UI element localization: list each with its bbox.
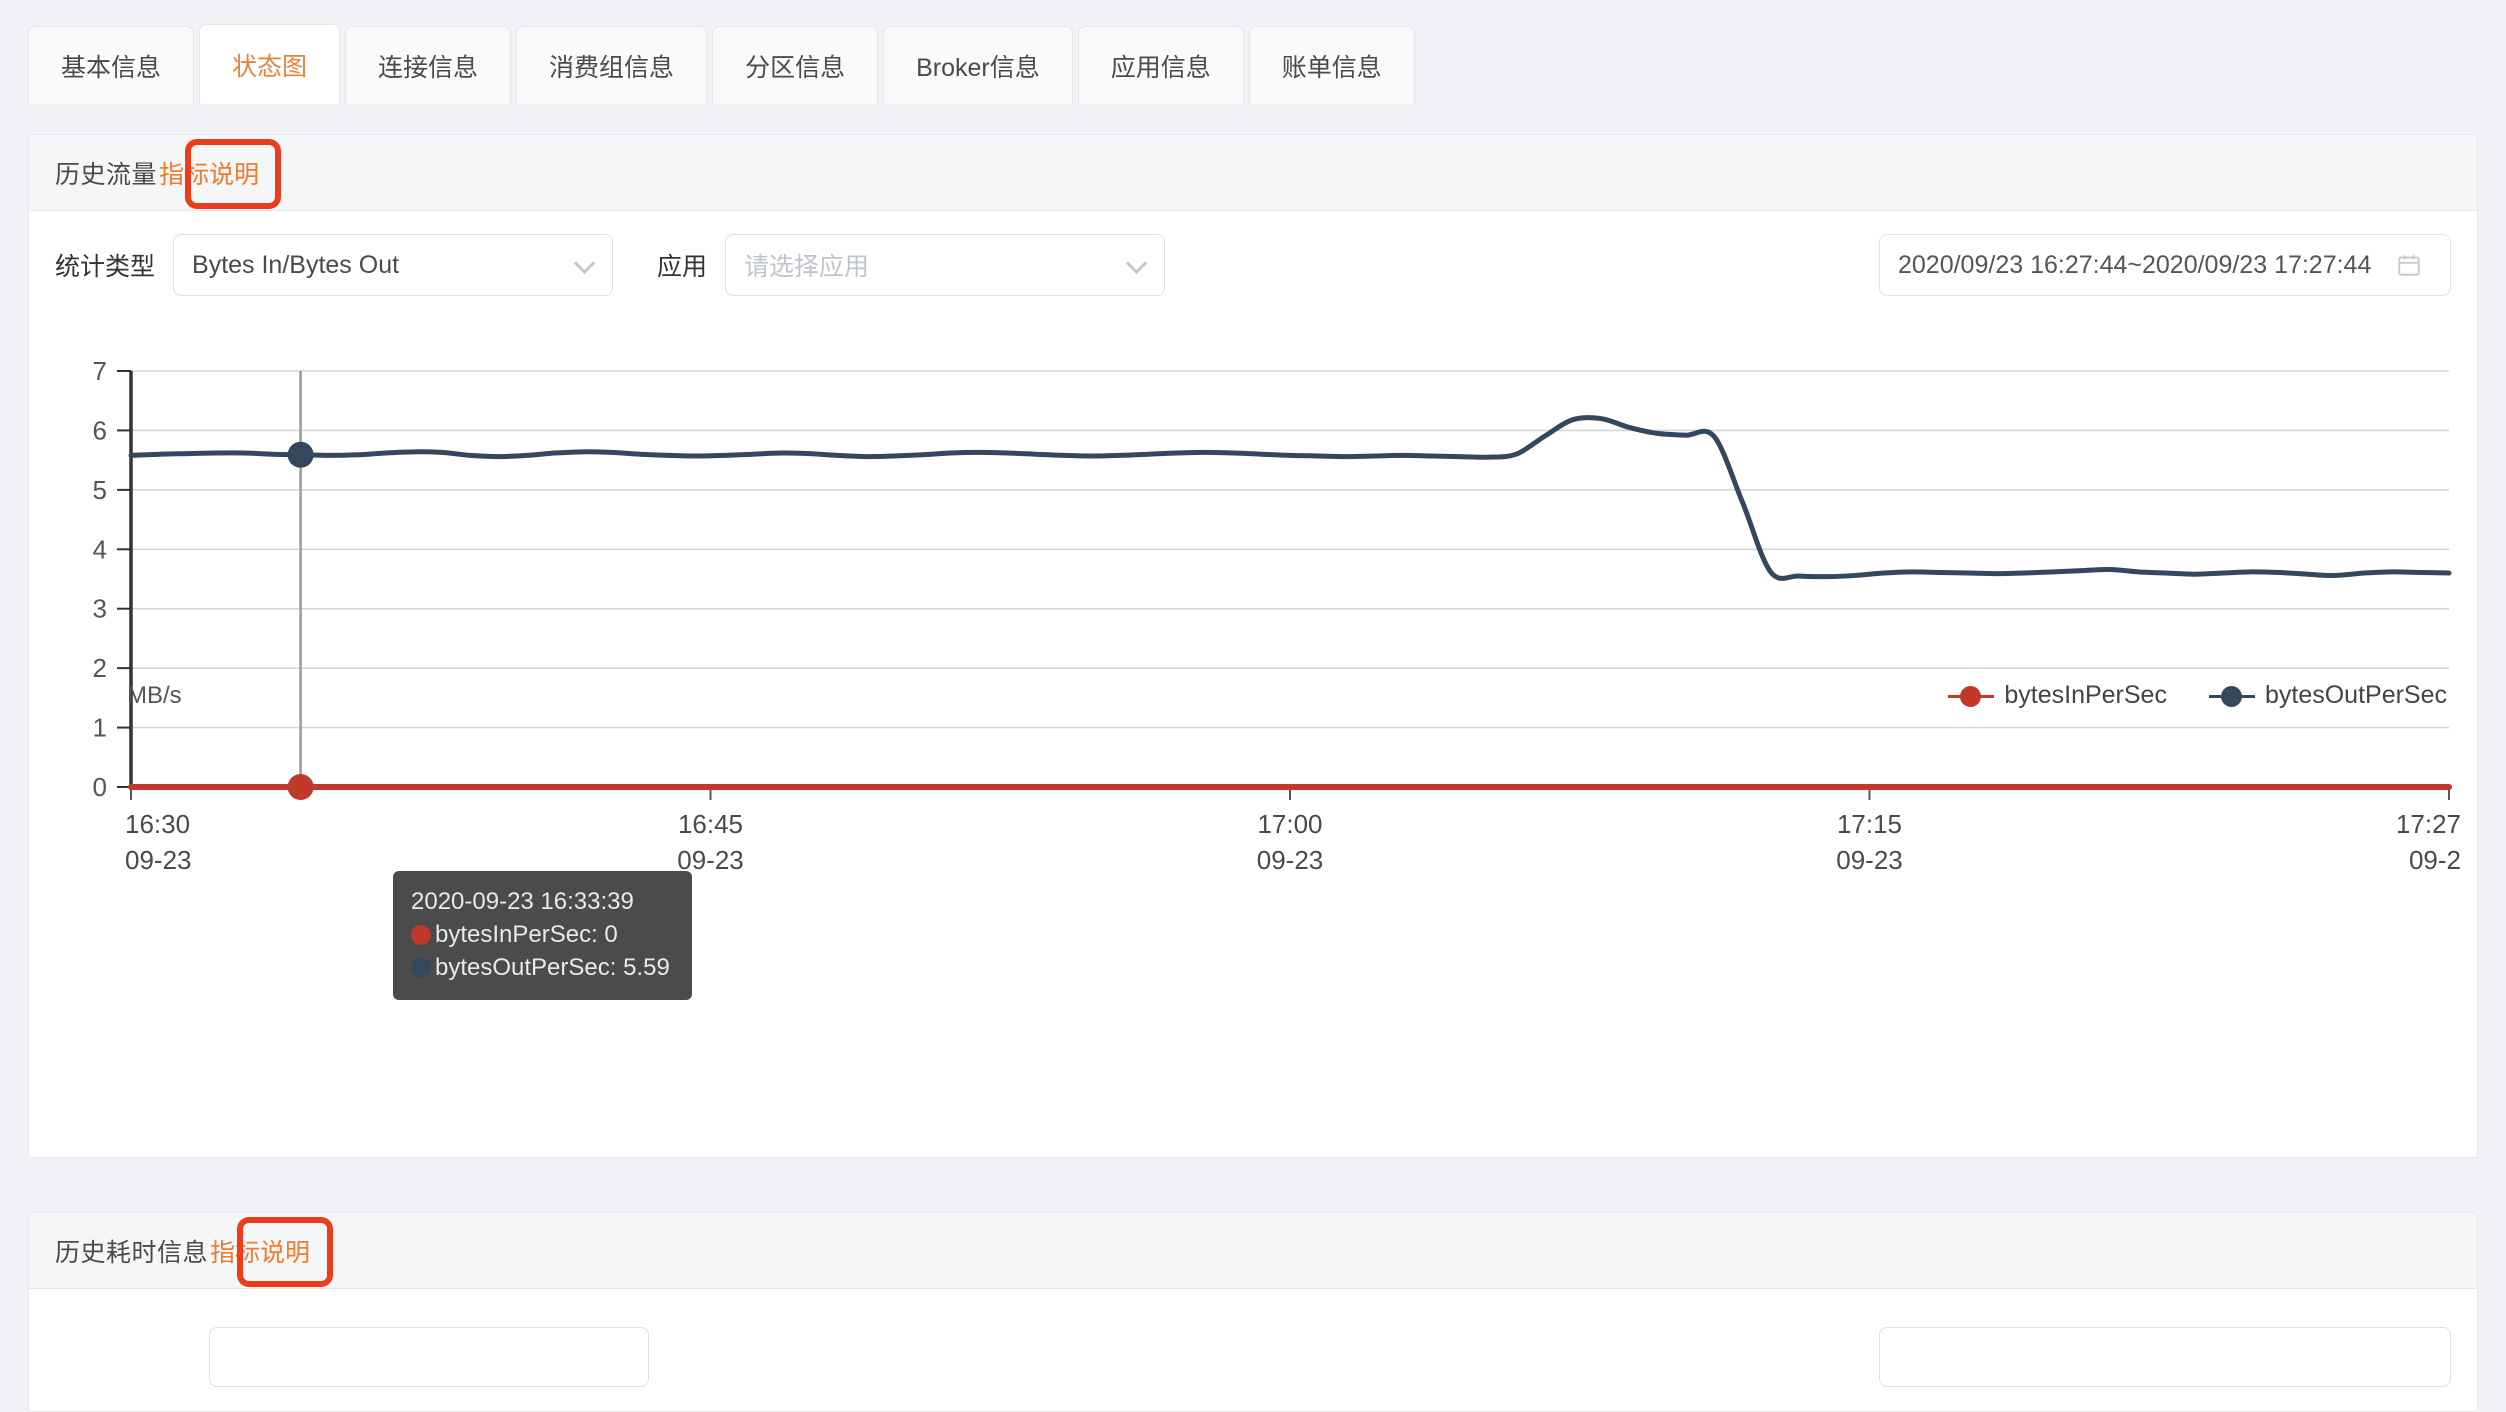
tab-status-chart[interactable]: 状态图	[199, 24, 341, 104]
tooltip-series-row-in: bytesInPerSec: 0	[411, 918, 674, 951]
tooltip-label-out: bytesOutPerSec: 5.59	[435, 954, 670, 981]
tab-label: Broker信息	[916, 53, 1040, 82]
tooltip-time: 2020-09-23 16:33:39	[411, 888, 634, 915]
svg-text:09-23: 09-23	[1257, 845, 1324, 875]
panel-title: 历史流量	[55, 160, 158, 189]
tooltip-dot-out	[411, 957, 431, 978]
tooltip-dot-in	[411, 924, 431, 945]
main-tab-bar: 基本信息 状态图 连接信息 消费组信息 分区信息 Broker信息 应用信息 账…	[0, 0, 2506, 104]
svg-text:6: 6	[93, 415, 107, 445]
traffic-chart-area: MB/s bytesInPerSec bytesOutPerSec 0 1 2 3 4 5…	[29, 319, 2477, 1000]
svg-text:0: 0	[93, 772, 107, 802]
metric-description-link[interactable]: 指标说明	[210, 1238, 311, 1267]
history-latency-header: 历史耗时信息 指标说明	[29, 1213, 2477, 1289]
tab-label: 账单信息	[1281, 53, 1382, 82]
history-traffic-header: 历史流量 指标说明	[29, 135, 2477, 211]
tab-label: 基本信息	[61, 53, 162, 82]
history-traffic-panel: 历史流量 指标说明 统计类型 Bytes In/Bytes Out 应用 请选择…	[28, 134, 2478, 1158]
legend-marker-out	[2208, 685, 2255, 707]
tooltip-time-row: 2020-09-23 16:33:39	[411, 885, 674, 918]
metric-description-link[interactable]: 指标说明	[159, 160, 260, 189]
svg-text:16:30: 16:30	[125, 809, 190, 839]
date-range-picker[interactable]: 2020/09/23 16:27:44~2020/09/23 17:27:44	[1879, 234, 2451, 296]
traffic-line-chart: 0 1 2 3 4 5 6 7 16:30 09-23 16:45 09-23 17:00 09-23 17…	[93, 356, 2461, 875]
svg-text:09-23: 09-23	[1836, 845, 1903, 875]
chevron-down-icon	[1125, 252, 1148, 275]
svg-text:09-23: 09-23	[677, 845, 744, 875]
svg-text:09-2: 09-2	[2409, 845, 2461, 875]
svg-text:5: 5	[93, 475, 107, 505]
tab-basic-info[interactable]: 基本信息	[28, 26, 195, 104]
tab-label: 消费组信息	[549, 53, 675, 82]
tab-connection-info[interactable]: 连接信息	[345, 26, 512, 104]
svg-text:17:00: 17:00	[1257, 809, 1322, 839]
svg-text:09-23: 09-23	[125, 845, 192, 875]
latency-stat-type-select[interactable]	[209, 1327, 649, 1387]
legend-label-in: bytesInPerSec	[2004, 681, 2167, 709]
tab-partition-info[interactable]: 分区信息	[712, 26, 879, 104]
stat-type-label: 统计类型	[55, 253, 156, 281]
chevron-down-icon	[573, 252, 596, 275]
chart-tooltip: 2020-09-23 16:33:39 bytesInPerSec: 0 byt…	[393, 871, 692, 1000]
calendar-icon	[2398, 255, 2420, 276]
traffic-filter-bar: 统计类型 Bytes In/Bytes Out 应用 请选择应用 2020/09…	[29, 211, 2477, 319]
history-latency-panel: 历史耗时信息 指标说明	[28, 1212, 2478, 1412]
stat-type-select[interactable]: Bytes In/Bytes Out	[173, 234, 614, 296]
svg-text:4: 4	[93, 534, 107, 564]
svg-text:2: 2	[93, 653, 107, 683]
svg-text:7: 7	[93, 356, 107, 386]
application-select[interactable]: 请选择应用	[725, 234, 1166, 296]
panel-title: 历史耗时信息	[55, 1238, 209, 1267]
tab-consumer-group-info[interactable]: 消费组信息	[516, 26, 708, 104]
application-placeholder: 请选择应用	[744, 253, 870, 281]
tab-billing-info[interactable]: 账单信息	[1248, 26, 1415, 104]
tab-label: 分区信息	[745, 53, 846, 82]
svg-text:16:45: 16:45	[678, 809, 743, 839]
tab-label: 应用信息	[1110, 53, 1211, 82]
svg-text:3: 3	[93, 594, 107, 624]
latency-filter-bar	[29, 1289, 2477, 1387]
stat-type-value: Bytes In/Bytes Out	[192, 250, 400, 279]
tooltip-series-row-out: bytesOutPerSec: 5.59	[411, 951, 674, 984]
legend-item-bytesOutPerSec[interactable]: bytesOutPerSec	[2208, 681, 2447, 710]
application-label: 应用	[657, 253, 708, 281]
legend-item-bytesInPerSec[interactable]: bytesInPerSec	[1948, 681, 2167, 710]
svg-text:17:27: 17:27	[2396, 809, 2461, 839]
tab-application-info[interactable]: 应用信息	[1077, 26, 1244, 104]
svg-text:1: 1	[93, 713, 107, 743]
chart-legend: bytesInPerSec bytesOutPerSec	[1948, 681, 2447, 710]
y-axis-unit-label: MB/s	[127, 682, 182, 709]
tab-broker-info[interactable]: Broker信息	[883, 26, 1073, 104]
tab-label: 状态图	[232, 52, 308, 81]
latency-date-range-picker[interactable]	[1879, 1327, 2451, 1387]
legend-label-out: bytesOutPerSec	[2264, 681, 2447, 709]
svg-text:17:15: 17:15	[1837, 809, 1902, 839]
tab-label: 连接信息	[378, 53, 479, 82]
legend-marker-in	[1948, 685, 1995, 707]
date-range-value: 2020/09/23 16:27:44~2020/09/23 17:27:44	[1898, 250, 2372, 279]
tooltip-label-in: bytesInPerSec: 0	[435, 921, 618, 948]
